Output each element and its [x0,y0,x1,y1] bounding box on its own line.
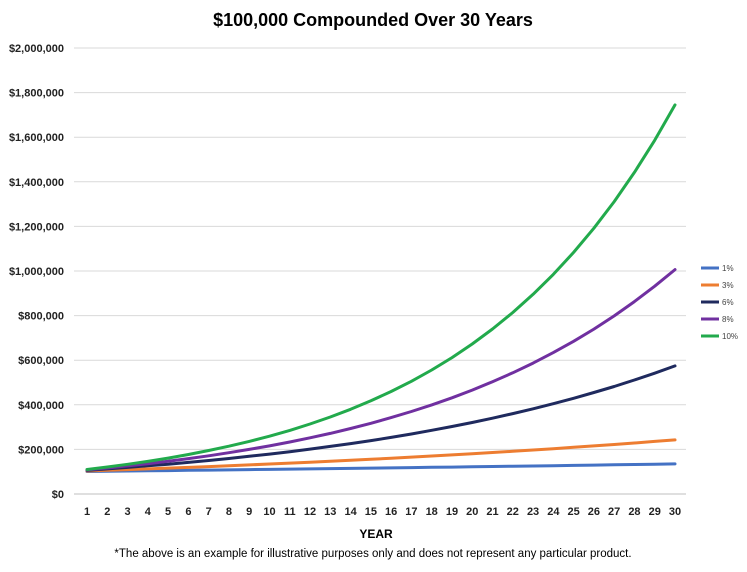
y-axis-tick-labels: $0 $200,000 $400,000 $600,000 $800,000 $1,000… [9,43,64,501]
x-tick-label: 15 [365,506,377,518]
x-tick-label: 21 [486,506,498,518]
x-tick-label: 8 [226,506,232,518]
x-axis-label: YEAR [359,527,393,541]
x-tick-label: 10 [263,506,275,518]
x-tick-label: 2 [104,506,110,518]
legend-label: 8% [722,315,734,324]
x-tick-label: 14 [344,506,357,518]
x-tick-label: 7 [206,506,212,518]
gridlines [74,47,686,495]
y-tick-label: $400,000 [18,400,64,412]
x-tick-label: 29 [649,506,661,518]
x-tick-label: 23 [527,506,539,518]
series-line-3pct [85,438,677,473]
y-tick-label: $1,600,000 [9,132,64,144]
x-tick-label: 18 [426,506,438,518]
y-tick-label: $1,800,000 [9,88,64,100]
x-tick-label: 24 [547,506,560,518]
y-tick-label: $800,000 [18,311,64,323]
legend-label: 10% [722,332,738,341]
x-tick-label: 11 [284,506,296,518]
legend: 1% 3% 6% 8% 10% [701,264,738,341]
series-lines [85,103,677,473]
x-tick-label: 22 [507,506,519,518]
x-tick-label: 27 [608,506,620,518]
y-tick-label: $1,400,000 [9,177,64,189]
x-tick-label: 28 [628,506,640,518]
legend-label: 6% [722,298,734,307]
x-tick-label: 6 [185,506,191,518]
series-line-10pct [85,103,677,471]
x-tick-label: 30 [669,506,681,518]
x-tick-label: 1 [84,506,90,518]
y-tick-label: $200,000 [18,444,64,456]
y-tick-label: $600,000 [18,355,64,367]
legend-label: 1% [722,264,734,273]
x-tick-label: 25 [567,506,579,518]
footnote: *The above is an example for illustrativ… [114,548,631,560]
x-tick-label: 17 [405,506,417,518]
y-tick-label: $2,000,000 [9,43,64,55]
y-tick-label: $0 [52,489,64,501]
legend-label: 3% [722,281,734,290]
series-line-1pct [85,462,677,473]
x-tick-label: 3 [124,506,130,518]
y-tick-label: $1,200,000 [9,221,64,233]
x-tick-label: 16 [385,506,397,518]
x-tick-label: 4 [145,506,152,518]
x-tick-label: 9 [246,506,252,518]
y-tick-label: $1,000,000 [9,266,64,278]
x-tick-label: 12 [304,506,316,518]
x-tick-label: 26 [588,506,600,518]
chart-title: $100,000 Compounded Over 30 Years [213,10,533,30]
x-tick-label: 20 [466,506,478,518]
series-line-8pct [85,268,677,472]
x-tick-label: 13 [324,506,336,518]
x-axis-tick-labels: 1 2 3 4 5 6 7 8 9 10 11 12 13 14 15 16 17 18 19 20 21 22 23 24 2… [84,506,681,518]
series-line-6pct [85,364,677,472]
x-tick-label: 5 [165,506,171,518]
x-tick-label: 19 [446,506,458,518]
